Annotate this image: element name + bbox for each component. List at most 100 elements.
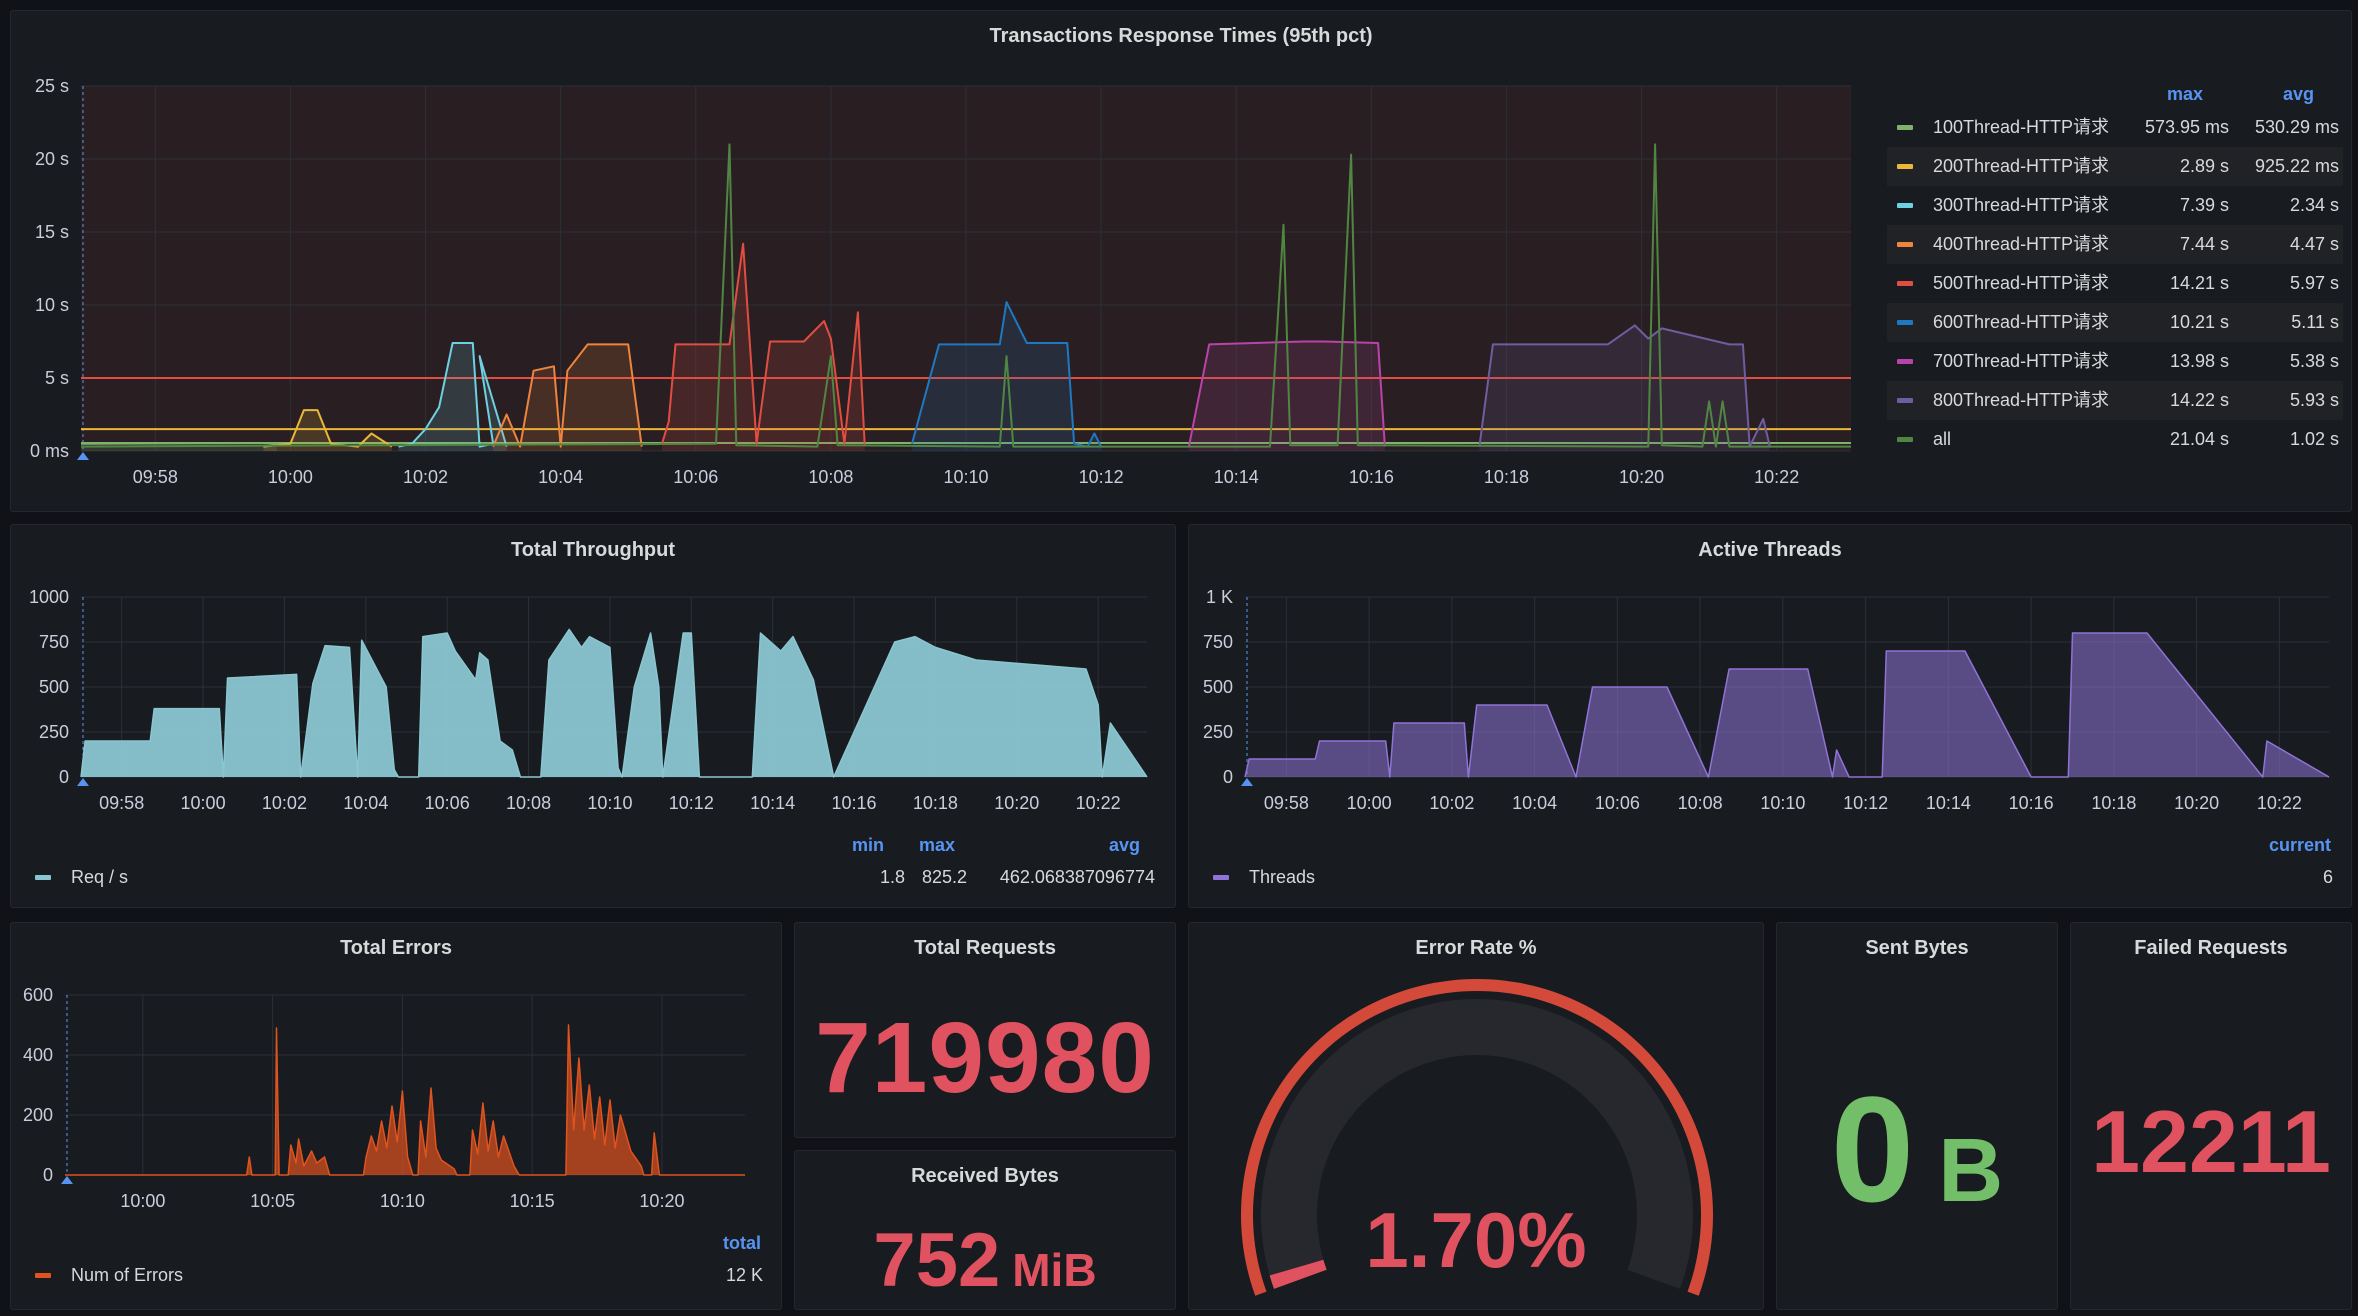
series-area (81, 629, 1147, 777)
x-tick-label: 10:14 (750, 793, 795, 813)
er-legend-swatch (35, 1273, 51, 1278)
rt-legend-header-avg[interactable]: avg (2283, 84, 2315, 104)
total-requests-title[interactable]: Total Requests (914, 937, 1056, 959)
error-rate-title[interactable]: Error Rate % (1415, 937, 1537, 959)
sent-bytes-title[interactable]: Sent Bytes (1865, 937, 1969, 959)
tp-legend-header-avg[interactable]: avg (1109, 835, 1141, 855)
y-tick-label: 750 (39, 632, 69, 652)
x-tick-label: 10:00 (120, 1191, 165, 1211)
x-tick-label: 10:18 (1484, 467, 1529, 487)
received-bytes-title[interactable]: Received Bytes (911, 1165, 1059, 1187)
rt-legend-swatch (1897, 398, 1913, 403)
x-tick-label: 10:12 (1079, 467, 1124, 487)
x-tick-label: 10:05 (250, 1191, 295, 1211)
response-times-chart[interactable]: 0 ms 5 s 10 s 15 s 20 s 25 s 09:58 10:00 10:02 10… (11, 11, 1891, 512)
failed-requests-title[interactable]: Failed Requests (2134, 937, 2288, 959)
received-bytes-value: 752 (873, 1218, 1001, 1303)
rt-legend-swatch (1897, 359, 1913, 364)
x-tick-label: 10:22 (1076, 793, 1121, 813)
rt-legend-row[interactable]: 300Thread-HTTP请求 7.39 s 2.34 s (1887, 186, 2343, 225)
series-line (398, 342, 508, 448)
rt-legend-max: 14.21 s (2169, 273, 2229, 293)
response-times-panel: Transactions Response Times (95th pct) 0… (10, 10, 2352, 512)
failed-requests-value: 12211 (2091, 1092, 2331, 1191)
x-tick-label: 10:02 (403, 467, 448, 487)
rt-legend-row[interactable]: 500Thread-HTTP请求 14.21 s 5.97 s (1887, 264, 2343, 303)
rt-legend-swatch (1897, 437, 1913, 442)
tp-legend-header-min[interactable]: min (852, 835, 885, 855)
series-line (911, 301, 1102, 448)
rt-legend-avg: 2.34 s (2289, 195, 2339, 215)
y-tick-label: 750 (1203, 632, 1233, 652)
series-line (263, 409, 393, 448)
rt-legend-name: 500Thread-HTTP请求 (1933, 273, 2110, 293)
er-legend-header-total[interactable]: total (723, 1233, 761, 1253)
th-legend-row[interactable]: Threads 6 (1189, 858, 2351, 897)
rt-legend-swatch (1897, 320, 1913, 325)
tp-legend-name: Req / s (71, 867, 129, 887)
series-area (263, 410, 392, 451)
rt-legend-max: 10.21 s (2169, 312, 2229, 332)
series-line (65, 1024, 745, 1176)
series-area (65, 1025, 745, 1175)
y-tick-label: 25 s (35, 76, 69, 96)
threads-panel: Active Threads 0 250 500 750 1 K 09:58 10:00 10… (1188, 524, 2352, 908)
rt-legend-avg: 925.22 ms (2254, 156, 2339, 176)
rt-legend-name: 200Thread-HTTP请求 (1933, 156, 2110, 176)
rt-legend-row[interactable]: 600Thread-HTTP请求 10.21 s 5.11 s (1887, 303, 2343, 342)
x-tick-label: 10:00 (181, 793, 226, 813)
rt-legend-row[interactable]: 200Thread-HTTP请求 2.89 s 925.22 ms (1887, 147, 2343, 186)
x-tick-label: 10:20 (639, 1191, 684, 1211)
rt-legend-row[interactable]: 700Thread-HTTP请求 13.98 s 5.38 s (1887, 342, 2343, 381)
series-area (493, 344, 642, 451)
rt-legend-max: 7.39 s (2179, 195, 2229, 215)
response-times-title[interactable]: Transactions Response Times (95th pct) (989, 25, 1373, 47)
rt-legend-name: 400Thread-HTTP请求 (1933, 234, 2110, 254)
rt-legend-header-max[interactable]: max (2167, 84, 2204, 104)
threads-chart[interactable]: 0 250 500 750 1 K 09:58 10:00 10:02 10:04 10:06 10… (1189, 525, 2352, 825)
y-tick-label: 20 s (35, 149, 69, 169)
tp-legend-row[interactable]: Req / s 1.8 825.2 462.068387096774 (11, 858, 1175, 897)
rt-legend-swatch (1897, 203, 1913, 208)
error-rate-gauge (1241, 979, 1713, 1296)
tp-legend-header-max[interactable]: max (919, 835, 956, 855)
th-legend-header-current[interactable]: current (2268, 835, 2331, 855)
series-area (912, 302, 1102, 451)
rt-legend-row[interactable]: 400Thread-HTTP请求 7.44 s 4.47 s (1887, 225, 2343, 264)
throughput-title[interactable]: Total Throughput (510, 539, 676, 561)
rt-legend-avg: 5.11 s (2291, 312, 2339, 332)
y-tick-label: 500 (1203, 677, 1233, 697)
x-tick-label: 10:10 (1760, 793, 1805, 813)
throughput-chart[interactable]: 0 250 500 750 1000 09:58 10:00 10:02 10:04 10:06 1… (11, 525, 1176, 825)
rt-legend-row[interactable]: 100Thread-HTTP请求 573.95 ms 530.29 ms (1887, 108, 2343, 147)
er-legend-row[interactable]: Num of Errors 12 K (11, 1256, 781, 1295)
gauge-track (1261, 999, 1693, 1289)
y-tick-label: 0 (1223, 767, 1233, 787)
th-legend-swatch (1213, 875, 1229, 880)
throughput-panel: Total Throughput 0 250 500 750 1000 09:58 10:0… (10, 524, 1176, 908)
errors-chart[interactable]: 0 200 400 600 10:00 10:05 10:10 10:15 10:20 (11, 923, 782, 1223)
error-rate-panel: Error Rate % 1.70% (1188, 922, 1764, 1310)
x-tick-label: 10:15 (510, 1191, 555, 1211)
series-line (80, 628, 1148, 778)
rt-legend-row[interactable]: all 21.04 s 1.02 s (1887, 420, 2343, 459)
threads-title[interactable]: Active Threads (1698, 539, 1842, 561)
y-tick-label: 1000 (29, 587, 69, 607)
total-requests-value: 719980 (815, 1002, 1155, 1114)
rt-legend-max: 13.98 s (2169, 351, 2229, 371)
received-bytes-stat: 752 MiB (795, 1217, 1175, 1304)
x-tick-label: 10:14 (1926, 793, 1971, 813)
series-area (1188, 341, 1385, 451)
x-tick-label: 10:06 (425, 793, 470, 813)
rt-legend-max: 573.95 ms (2144, 117, 2229, 137)
tp-legend-max: 825.2 (921, 867, 967, 887)
x-tick-label: 10:22 (1754, 467, 1799, 487)
rt-legend-row[interactable]: 800Thread-HTTP请求 14.22 s 5.93 s (1887, 381, 2343, 420)
errors-title[interactable]: Total Errors (340, 937, 452, 959)
x-tick-label: 10:02 (1429, 793, 1474, 813)
x-tick-label: 10:00 (1347, 793, 1392, 813)
series-line (1478, 324, 1771, 448)
rt-legend-name: 300Thread-HTTP请求 (1933, 195, 2110, 215)
sent-bytes-unit: B (1938, 1121, 2004, 1221)
